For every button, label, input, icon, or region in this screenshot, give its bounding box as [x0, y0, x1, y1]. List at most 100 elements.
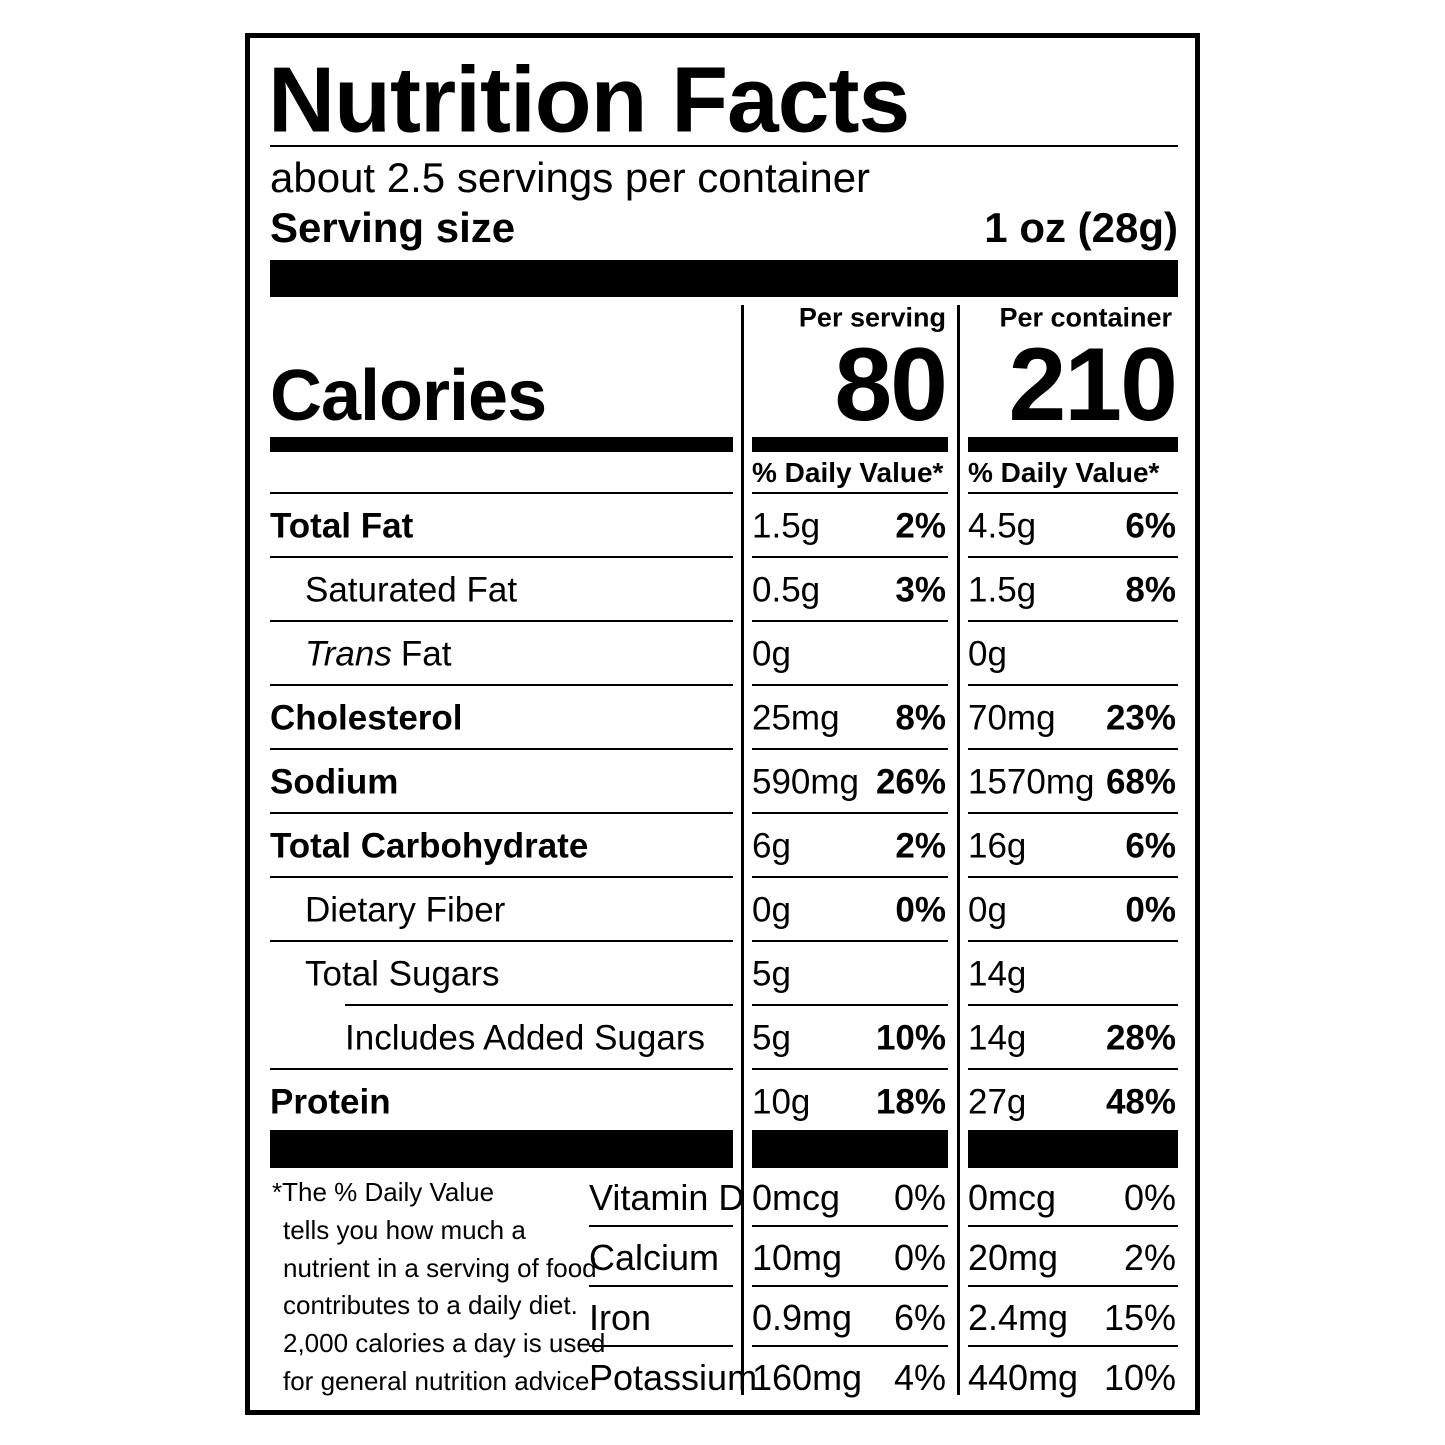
vitamin-name: Potassium	[589, 1357, 758, 1398]
serving-size-value: 1 oz (28g)	[984, 204, 1178, 251]
row-rule	[589, 1285, 733, 1287]
vitamin-amount: 0mcg	[968, 1177, 1057, 1218]
vitamin-name: Vitamin D	[589, 1177, 745, 1218]
vitamin-daily-value: 15%	[1103, 1297, 1176, 1338]
footnote-line: tells you how much a	[283, 1214, 526, 1245]
nutrient-name: Protein	[270, 1082, 391, 1122]
footnote-line: for general nutrition advice.	[283, 1366, 597, 1396]
serving-size-label: Serving size	[270, 204, 516, 251]
vitamin-amount: 20mg	[968, 1237, 1059, 1278]
column-divider	[741, 305, 744, 1395]
vitamin-daily-value: 0%	[893, 1237, 946, 1278]
label-border	[245, 33, 1200, 1415]
thick-bar	[752, 1130, 948, 1168]
row-rule	[270, 812, 733, 814]
row-rule	[752, 812, 948, 814]
row-rule	[968, 684, 1178, 686]
calories-bar	[270, 437, 733, 452]
nutrient-daily-value: 48%	[1105, 1082, 1176, 1122]
row-rule	[752, 748, 948, 750]
column-header: Per serving	[798, 302, 946, 333]
servings-per-container: about 2.5 servings per container	[270, 154, 871, 201]
nutrient-amount: 1570mg	[968, 762, 1095, 802]
nutrient-daily-value: 23%	[1105, 698, 1176, 738]
nutrient-amount: 0g	[752, 634, 791, 674]
nutrient-daily-value: 2%	[895, 506, 946, 546]
row-rule	[752, 492, 948, 494]
vitamin-daily-value: 2%	[1123, 1237, 1176, 1278]
row-rule	[752, 1225, 948, 1227]
row-rule	[752, 1068, 948, 1070]
row-rule	[752, 876, 948, 878]
nutrient-daily-value: 10%	[875, 1018, 946, 1058]
column-divider	[957, 305, 960, 1395]
thick-bar	[270, 1130, 733, 1168]
vitamin-amount: 0.9mg	[752, 1297, 853, 1338]
nutrient-daily-value: 3%	[895, 570, 946, 610]
nutrient-amount: 1.5g	[968, 570, 1037, 610]
row-rule	[270, 492, 733, 494]
nutrient-amount: 0.5g	[752, 570, 821, 610]
nutrient-daily-value: 0%	[895, 890, 946, 930]
nutrient-name: Sodium	[270, 762, 399, 802]
row-rule	[968, 940, 1178, 942]
vitamin-name: Calcium	[589, 1237, 720, 1278]
vitamin-amount: 160mg	[752, 1357, 863, 1398]
row-rule	[968, 1225, 1178, 1227]
calories-value: 210	[1008, 327, 1178, 443]
calories-value: 80	[834, 327, 948, 443]
nutrient-daily-value: 6%	[1125, 506, 1176, 546]
vitamin-amount: 440mg	[968, 1357, 1079, 1398]
nutrient-daily-value: 8%	[895, 698, 946, 738]
vitamin-daily-value: 0%	[1123, 1177, 1176, 1218]
row-rule	[752, 1004, 948, 1006]
vitamin-name: Iron	[589, 1297, 652, 1338]
footnote-line: nutrient in a serving of food	[283, 1252, 597, 1283]
row-rule	[270, 556, 733, 558]
thick-bar	[968, 1130, 1178, 1168]
row-rule	[968, 620, 1178, 622]
footnote-line: *The % Daily Value	[272, 1177, 495, 1207]
vitamin-daily-value: 6%	[893, 1297, 946, 1338]
row-rule	[752, 684, 948, 686]
nutrient-amount: 70mg	[968, 698, 1056, 738]
nutrient-name: Cholesterol	[270, 698, 463, 738]
nutrient-name: Dietary Fiber	[305, 890, 506, 930]
nutrient-daily-value: 2%	[895, 826, 946, 866]
row-rule	[270, 684, 733, 686]
nutrient-amount: 27g	[968, 1082, 1027, 1122]
nutrient-amount: 14g	[968, 1018, 1027, 1058]
footnote-line: 2,000 calories a day is used	[283, 1328, 606, 1359]
thick-bar	[270, 260, 1178, 297]
row-rule	[270, 1068, 733, 1070]
nutrient-daily-value: 28%	[1105, 1018, 1176, 1058]
row-rule	[968, 1345, 1178, 1347]
nutrient-amount: 0g	[752, 890, 791, 930]
calories-label: Calories	[270, 356, 547, 436]
nutrient-daily-value: 6%	[1125, 826, 1176, 866]
row-rule	[270, 748, 733, 750]
nutrient-name-italic: Trans	[305, 634, 392, 674]
nutrient-name: Total Carbohydrate	[270, 826, 589, 866]
nutrient-amount: 0g	[968, 890, 1007, 930]
row-rule	[752, 556, 948, 558]
row-rule	[270, 876, 733, 878]
footnote-line: contributes to a daily diet.	[283, 1290, 578, 1321]
nutrient-name: Includes Added Sugars	[345, 1018, 705, 1058]
nutrient-daily-value: 8%	[1125, 570, 1176, 610]
nutrient-amount: 4.5g	[968, 506, 1037, 546]
row-rule	[968, 1004, 1178, 1006]
title-rule	[270, 145, 1178, 147]
row-rule	[968, 1285, 1178, 1287]
nutrient-amount: 5g	[752, 1018, 791, 1058]
row-rule	[270, 940, 733, 942]
row-rule	[968, 1068, 1178, 1070]
column-header: Per container	[999, 302, 1172, 333]
row-rule	[968, 556, 1178, 558]
nutrient-daily-value: 0%	[1125, 890, 1176, 930]
row-rule	[270, 620, 733, 622]
nutrient-name: Saturated Fat	[305, 570, 518, 610]
row-rule	[968, 492, 1178, 494]
nutrient-amount: 590mg	[752, 762, 860, 802]
